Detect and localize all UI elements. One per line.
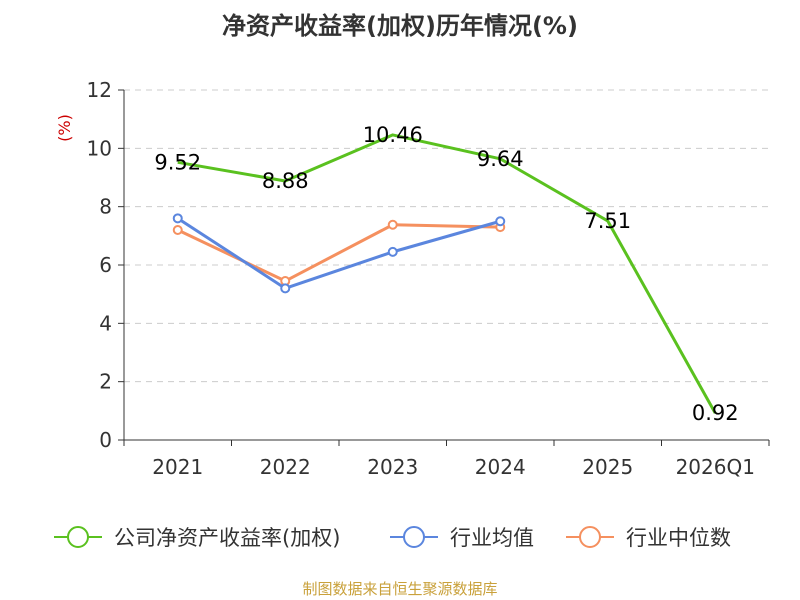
x-tick-label: 2025 xyxy=(582,455,633,479)
y-tick-label: 0 xyxy=(99,428,112,452)
data-labels: 9.52 8.88 10.46 9.64 7.51 0.92 xyxy=(154,123,738,425)
data-point xyxy=(495,216,506,227)
data-label: 10.46 xyxy=(363,123,423,147)
legend-label: 行业中位数 xyxy=(626,526,731,550)
series-lines xyxy=(172,133,717,414)
data-label: 9.52 xyxy=(154,150,201,174)
data-label: 9.64 xyxy=(477,147,524,171)
legend-marker-icon xyxy=(403,526,425,548)
data-label: 0.92 xyxy=(692,401,739,425)
y-tick-label: 6 xyxy=(99,253,112,277)
legend[interactable]: 公司净资产收益率(加权) 行业均值 行业中位数 xyxy=(54,526,731,550)
x-tick-label: 2024 xyxy=(475,455,526,479)
data-point xyxy=(387,219,398,230)
data-point xyxy=(172,225,183,235)
legend-label: 行业均值 xyxy=(450,526,534,550)
legend-item[interactable]: 行业中位数 xyxy=(566,526,731,550)
data-label: 8.88 xyxy=(262,169,309,193)
y-tick-label: 12 xyxy=(87,78,112,102)
data-point xyxy=(387,246,398,257)
data-label: 7.51 xyxy=(584,209,631,233)
series-line xyxy=(177,223,501,283)
legend-item[interactable]: 公司净资产收益率(加权) xyxy=(54,526,340,550)
y-tick-label: 10 xyxy=(87,136,112,160)
legend-marker-icon xyxy=(579,526,601,548)
x-tick-label: 2022 xyxy=(260,455,311,479)
data-source-note: 制图数据来自恒生聚源数据库 xyxy=(302,580,497,598)
x-tick-label: 2021 xyxy=(152,455,203,479)
x-tick-label: 2023 xyxy=(367,455,418,479)
legend-item[interactable]: 行业均值 xyxy=(390,526,534,550)
series-line xyxy=(176,217,501,290)
data-point xyxy=(280,283,291,294)
series-line xyxy=(177,133,717,414)
axes: 0 2 4 6 8 10 12 2021 2022 2023 2024 2025 2026Q1 xyxy=(87,78,770,479)
legend-label: 公司净资产收益率(加权) xyxy=(114,526,340,550)
y-tick-label: 2 xyxy=(99,370,112,394)
legend-marker-icon xyxy=(67,526,89,548)
data-point xyxy=(172,213,183,224)
y-tick-label: 4 xyxy=(99,311,112,335)
chart-title: 净资产收益率(加权)历年情况(%) xyxy=(222,12,578,40)
y-axis-unit-label: (%) xyxy=(55,114,74,142)
y-tick-label: 8 xyxy=(99,195,112,219)
x-tick-label: 2026Q1 xyxy=(676,455,755,479)
